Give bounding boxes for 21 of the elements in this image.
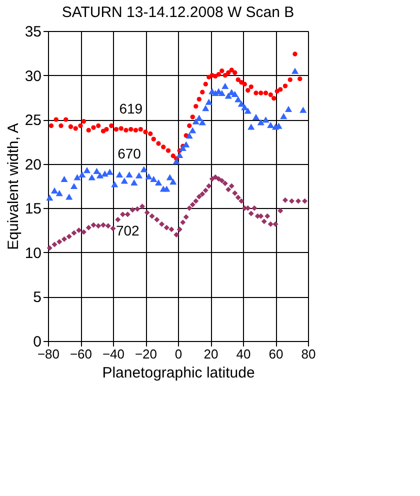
y-tick-label: 30 (24, 68, 42, 85)
series-label: 670 (118, 145, 142, 162)
y-axis-title: Equivalent width, A (4, 123, 22, 250)
series-label: 702 (116, 222, 140, 238)
chart-title: SATURN 13-14.12.2008 W Scan B (62, 4, 294, 21)
x-tick-label: −20 (134, 346, 158, 362)
y-tick-label: 10 (24, 244, 42, 262)
y-tick-label: 20 (24, 156, 42, 174)
x-axis-title: Planetographic latitude (102, 364, 255, 382)
x-tick-label: 60 (268, 346, 284, 362)
y-tick-label: 25 (24, 112, 42, 130)
y-tick-label: 35 (24, 24, 42, 40)
x-tick-label: −40 (102, 346, 125, 362)
x-tick-label: 0 (174, 346, 182, 362)
y-tick-label: 15 (24, 200, 42, 218)
y-tick-label: 5 (33, 289, 42, 306)
series-label: 619 (119, 100, 143, 116)
x-tick-label: −60 (70, 346, 92, 362)
x-tick-label: 80 (301, 346, 316, 362)
x-tick-label: 40 (236, 346, 251, 362)
x-tick-label: 20 (204, 346, 218, 362)
